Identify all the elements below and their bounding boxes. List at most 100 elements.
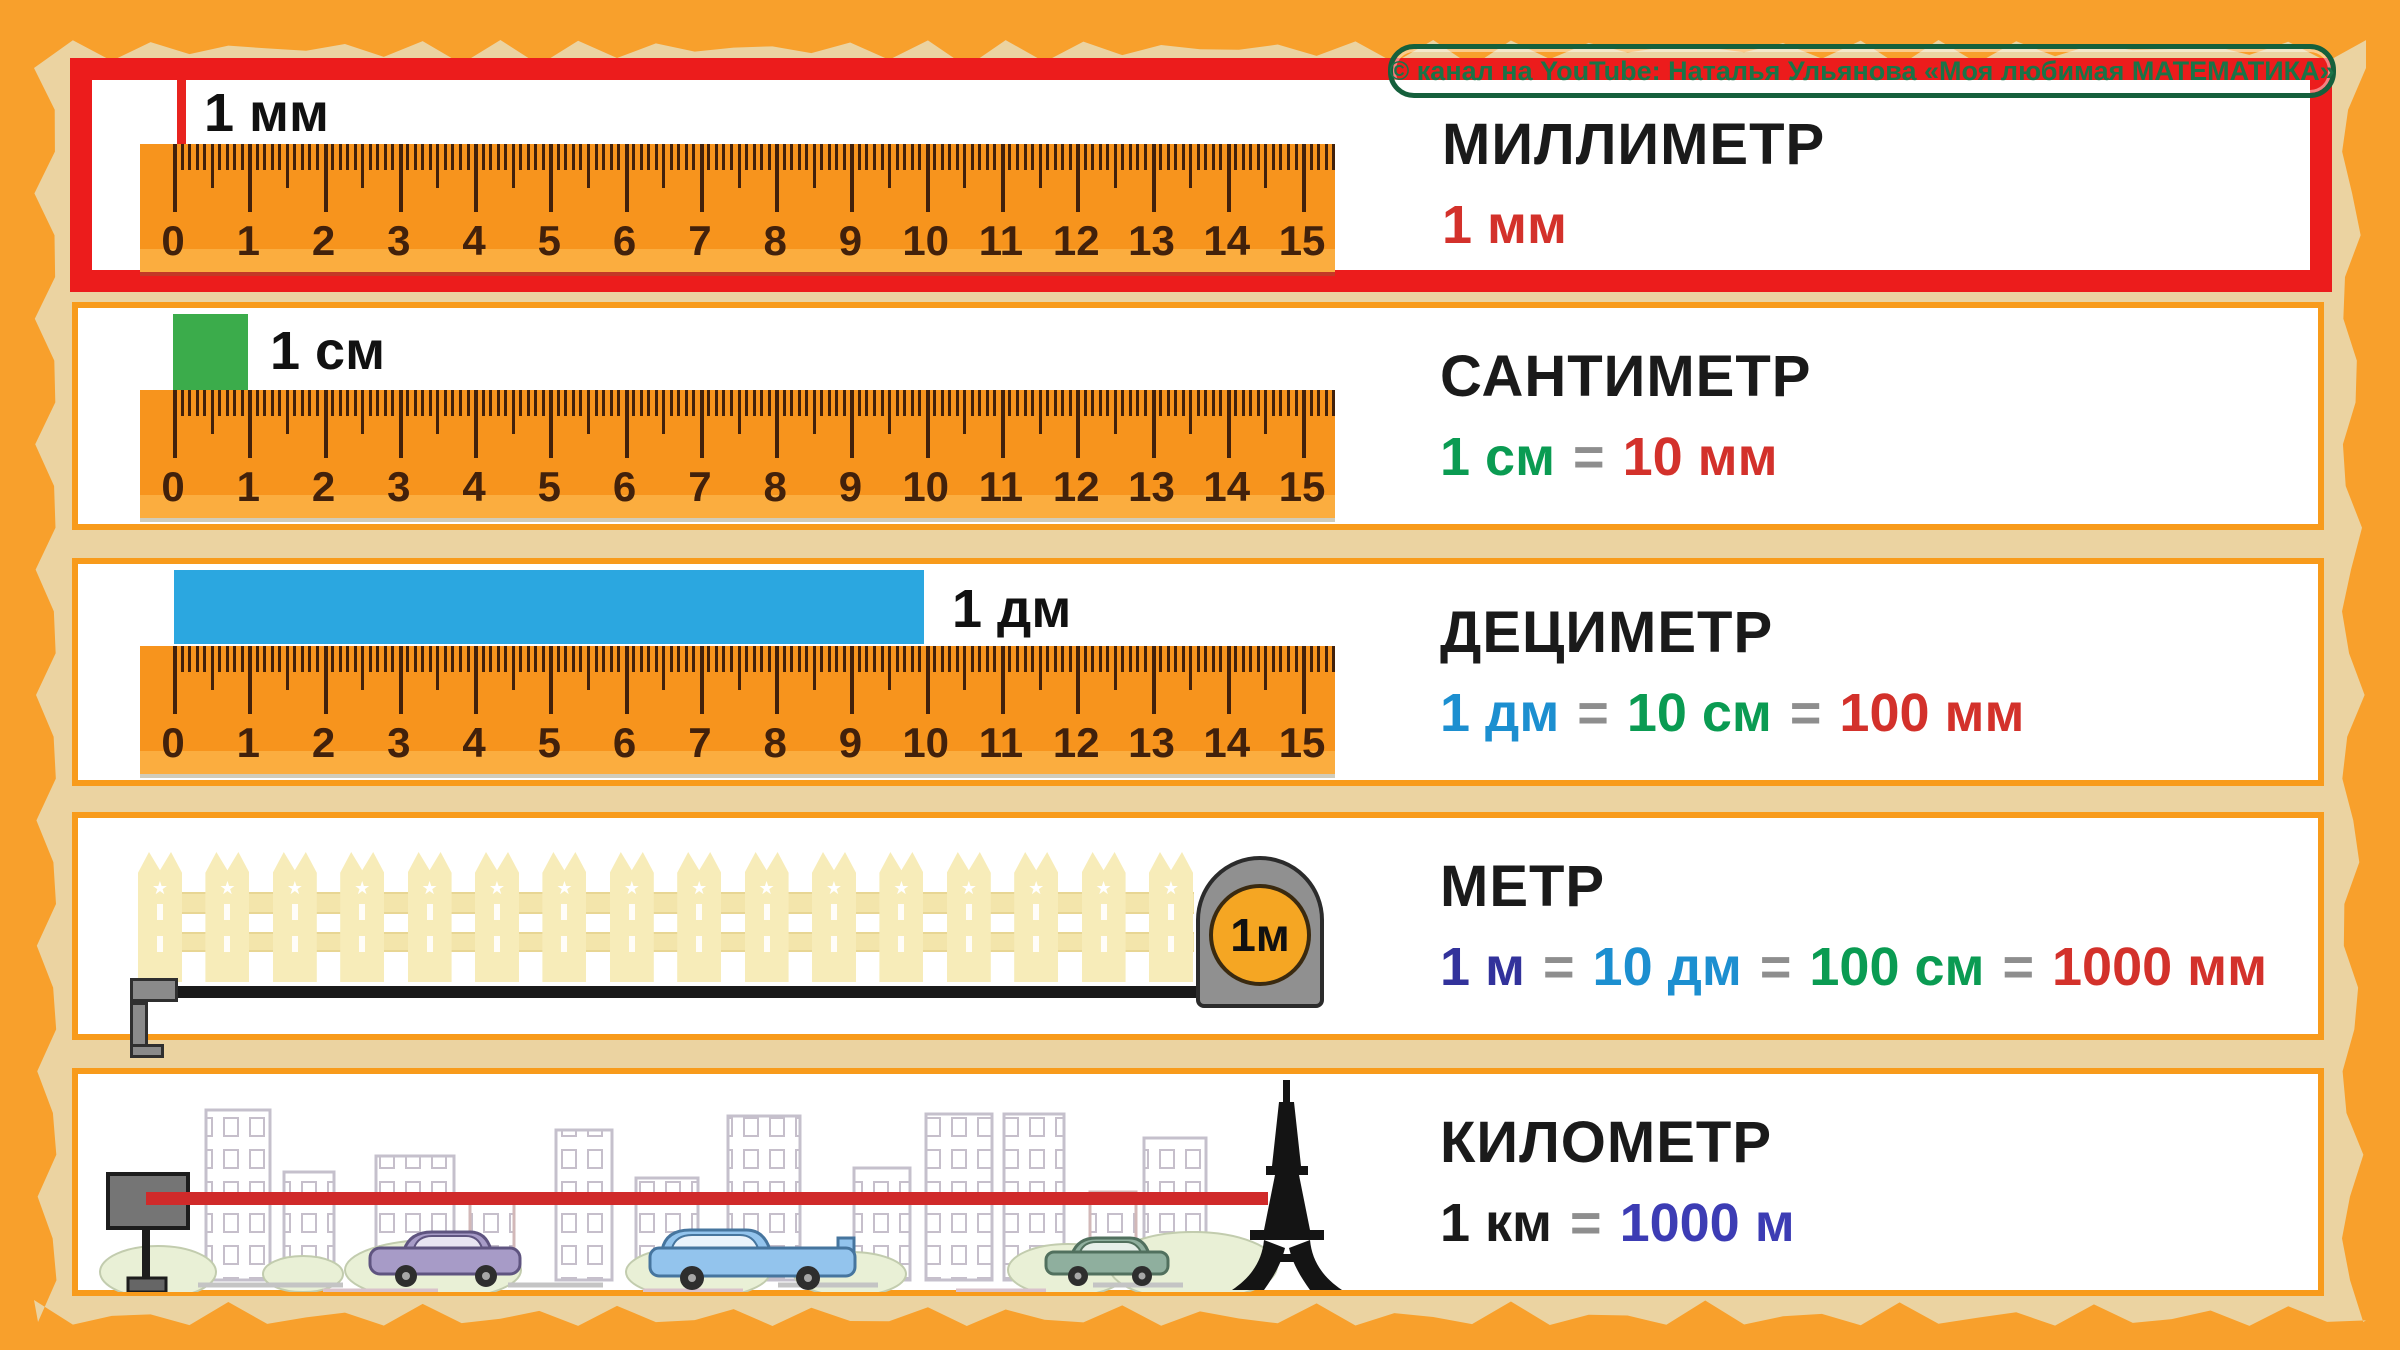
ruler-tick bbox=[737, 144, 741, 188]
ruler-tick bbox=[1136, 646, 1140, 672]
ruler-tick bbox=[1053, 144, 1057, 170]
ruler-number: 14 bbox=[1203, 463, 1251, 510]
fence-picket: ★ bbox=[744, 852, 789, 982]
ruler-tick bbox=[1332, 144, 1336, 170]
ruler-tick bbox=[248, 646, 253, 714]
ruler-tick bbox=[1016, 144, 1020, 170]
ruler-tick bbox=[323, 390, 328, 458]
ruler-tick bbox=[180, 646, 184, 672]
ruler-number: 2 bbox=[311, 463, 336, 510]
ruler-tick bbox=[1271, 144, 1275, 170]
ruler-number: 4 bbox=[462, 217, 486, 264]
ruler-tick bbox=[888, 144, 892, 188]
ruler-tick bbox=[571, 390, 575, 416]
ruler-tick bbox=[1211, 646, 1215, 672]
ruler-tick bbox=[1091, 390, 1095, 416]
ruler-tick bbox=[218, 390, 222, 416]
ruler-tick bbox=[428, 144, 432, 170]
ruler-tick bbox=[865, 390, 869, 416]
ruler-tick bbox=[1294, 144, 1298, 170]
ruler-tick bbox=[842, 390, 846, 416]
ruler-tick bbox=[684, 646, 688, 672]
ruler-number: 12 bbox=[1052, 217, 1100, 264]
ruler-tick bbox=[1226, 646, 1231, 714]
ruler-tick bbox=[669, 390, 673, 416]
ruler-number: 15 bbox=[1278, 463, 1326, 510]
ruler-tick bbox=[767, 144, 771, 170]
ruler-tick bbox=[903, 144, 907, 170]
ruler-tick bbox=[1309, 144, 1313, 170]
ruler-tick bbox=[933, 390, 937, 416]
ruler-tick bbox=[1249, 390, 1253, 416]
ruler-tick bbox=[903, 390, 907, 416]
ruler-tick bbox=[797, 144, 801, 170]
ruler-tick bbox=[933, 144, 937, 170]
ruler-tick bbox=[662, 646, 666, 690]
ruler-tick bbox=[1324, 144, 1328, 170]
ruler-tick bbox=[1008, 390, 1012, 416]
ruler-tick bbox=[248, 144, 253, 212]
ruler-tick bbox=[1121, 646, 1125, 672]
caption-millimeter: МИЛЛИМЕТР 1 мм bbox=[1442, 116, 1825, 255]
ruler-tick bbox=[617, 390, 621, 416]
ruler-tick bbox=[722, 646, 726, 672]
ruler-tick bbox=[300, 646, 304, 672]
row-title-kilometer: КИЛОМЕТР bbox=[1440, 1110, 1773, 1175]
ruler-tick bbox=[978, 646, 982, 672]
ruler-tick bbox=[195, 646, 199, 672]
ruler-tick bbox=[263, 144, 267, 170]
car-icon bbox=[648, 1228, 857, 1290]
ruler-tick bbox=[940, 646, 944, 672]
ruler-tick bbox=[270, 144, 274, 170]
ruler-number: 1 bbox=[236, 217, 260, 264]
ruler-tick bbox=[910, 390, 914, 416]
ruler-tick bbox=[474, 646, 479, 714]
fence-picket: ★ bbox=[677, 852, 722, 982]
ruler-tick bbox=[541, 144, 545, 170]
ruler-tick bbox=[1000, 390, 1005, 458]
ruler-tick bbox=[338, 390, 342, 416]
caption-centimeter: САНТИМЕТР 1 см = 10 мм bbox=[1440, 348, 1811, 485]
ruler-tick bbox=[812, 144, 816, 188]
ruler-tick bbox=[602, 144, 606, 170]
ruler-tick bbox=[391, 144, 395, 170]
ruler-tick bbox=[782, 390, 786, 416]
ruler-tick bbox=[722, 390, 726, 416]
ruler-number: 10 bbox=[902, 719, 950, 766]
ruler-tick bbox=[278, 390, 282, 416]
ruler-tick bbox=[564, 390, 568, 416]
ruler-tick bbox=[421, 646, 425, 672]
ruler-tick bbox=[760, 646, 764, 672]
ruler-tick bbox=[188, 646, 192, 672]
equation-term: 1 дм bbox=[1440, 683, 1560, 743]
equation-centimeter: 1 см = 10 мм bbox=[1440, 430, 1811, 484]
ruler-tick bbox=[827, 144, 831, 170]
ruler-tick bbox=[955, 390, 959, 416]
ruler-tick bbox=[240, 646, 244, 672]
equation-term: 1 мм bbox=[1442, 195, 1567, 255]
ruler-tick bbox=[1256, 144, 1260, 170]
ruler-tick bbox=[955, 646, 959, 672]
ruler-tick bbox=[647, 144, 651, 170]
ruler-tick bbox=[729, 390, 733, 416]
ruler-tick bbox=[541, 390, 545, 416]
one-km-red-line bbox=[146, 1192, 1268, 1205]
equation-term: = bbox=[1570, 1193, 1602, 1253]
ruler-tick bbox=[489, 144, 493, 170]
ruler-number: 0 bbox=[161, 719, 185, 766]
channel-badge: © канал на YouTube: Наталья Ульянова «Мо… bbox=[1388, 44, 2336, 98]
ruler-tick bbox=[677, 144, 681, 170]
row-title-decimeter: ДЕЦИМЕТР bbox=[1440, 600, 1774, 665]
ruler-tick bbox=[1279, 390, 1283, 416]
ruler-tick bbox=[1189, 144, 1193, 188]
ruler-tick bbox=[963, 144, 967, 188]
fence-rail bbox=[138, 892, 1194, 914]
ruler-tick bbox=[293, 144, 297, 170]
ruler-tick bbox=[579, 646, 583, 672]
ruler-tick bbox=[985, 144, 989, 170]
ruler-tick bbox=[293, 646, 297, 672]
tape-measure-label: 1м bbox=[1209, 883, 1311, 986]
ruler-number: 6 bbox=[612, 217, 637, 264]
ruler-number: 13 bbox=[1128, 719, 1175, 766]
